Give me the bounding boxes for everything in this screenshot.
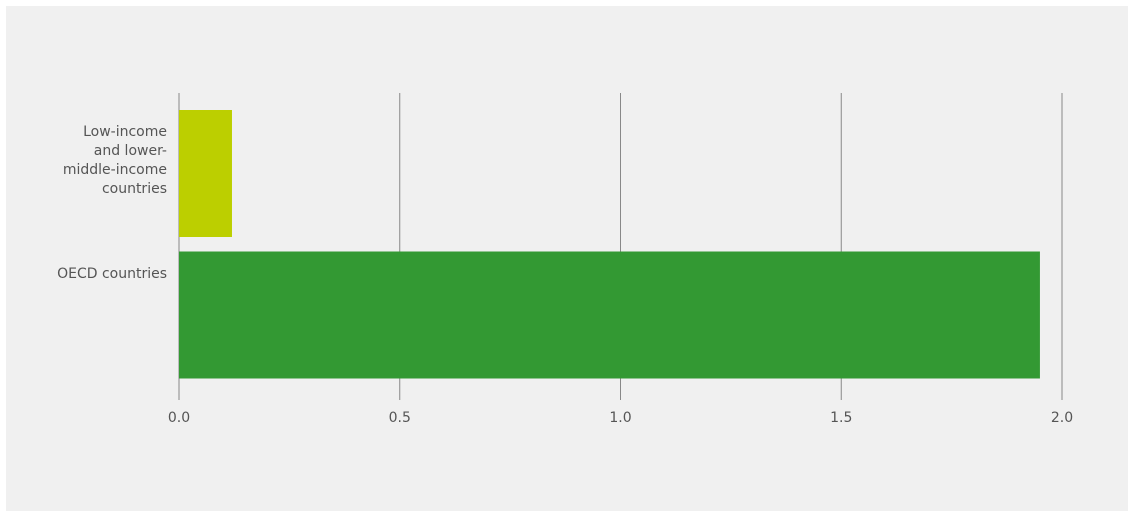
- bar: [179, 251, 1040, 379]
- x-tick-label: 1.0: [609, 410, 631, 426]
- y-tick-label: OECD countries: [57, 265, 167, 282]
- x-tick-label: 0.0: [168, 410, 190, 426]
- x-tick-label: 2.0: [1051, 410, 1073, 426]
- y-tick-label: Low-income and lower-middle-income count…: [62, 124, 167, 197]
- x-tick-label: 0.5: [389, 410, 411, 426]
- x-tick-label: 1.5: [830, 410, 852, 426]
- bar: [179, 110, 232, 237]
